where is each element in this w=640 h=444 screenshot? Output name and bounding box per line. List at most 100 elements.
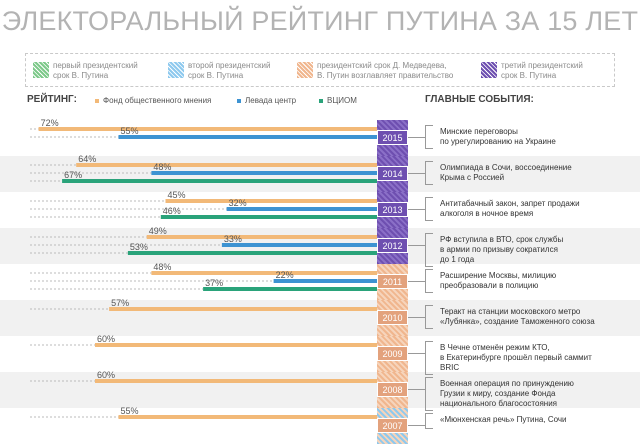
rating-bar	[62, 179, 377, 183]
rating-bar	[221, 243, 377, 247]
term-label-line-1: третий президентский	[501, 61, 583, 70]
event-line: Военная операция по принуждению	[440, 379, 574, 388]
row-stripe	[0, 372, 640, 408]
event-bracket	[425, 161, 433, 185]
ratings-label: РЕЙТИНГ:	[27, 94, 77, 105]
events-label: ГЛАВНЫЕ СОБЫТИЯ:	[425, 94, 534, 105]
term-swatch-first	[33, 62, 49, 78]
rating-bar	[165, 199, 377, 203]
rating-bar	[226, 207, 377, 211]
event-line: Крыма с Россией	[440, 173, 505, 182]
bar-value-label: 46%	[163, 206, 181, 216]
bar-value-label: 53%	[130, 242, 148, 252]
rating-bar	[273, 279, 377, 283]
bar-value-label: 48%	[153, 262, 171, 272]
year-badge: 2009	[377, 346, 408, 361]
rating-bar	[118, 135, 377, 139]
rating-chart: 72% 55% 64% 48% 67% 45% 32% 46% 49% 33% 53% 48% 22% 3…	[30, 118, 378, 419]
event-line: алкоголя в ночное время	[440, 209, 534, 218]
bar-value-label: 60%	[97, 370, 115, 380]
event-text: Антитабачный закон, запрет продажи алкого…	[440, 199, 626, 219]
term-label-line-2: срок В. Путина	[53, 71, 109, 80]
source-legend-levada: Левада центр	[237, 96, 296, 105]
event-line: по урегулированию на Украине	[440, 137, 556, 146]
event-connector	[408, 425, 425, 426]
bar-value-label: 22%	[276, 270, 294, 280]
event-text: Военная операция по принуждению Грузии к …	[440, 379, 626, 409]
source-legend-label: ВЦИОМ	[327, 96, 357, 105]
bar-value-label: 60%	[97, 334, 115, 344]
event-connector	[408, 209, 425, 210]
event-line: в Екатеринбурге прошёл первый саммит	[440, 353, 592, 362]
bar-value-label: 64%	[78, 154, 96, 164]
source-legend-label: Левада центр	[245, 96, 297, 105]
rating-bar	[151, 171, 377, 175]
event-connector	[408, 389, 425, 390]
source-swatch-fom	[95, 98, 99, 103]
bar-value-label: 67%	[64, 170, 82, 180]
year-badge: 2014	[377, 166, 408, 181]
event-line: В Чечне отменён режим КТО,	[440, 343, 550, 352]
year-badge: 2011	[377, 274, 408, 289]
event-connector	[408, 137, 425, 138]
rating-bar	[76, 163, 377, 167]
event-line: BRIC	[440, 363, 460, 372]
bar-value-label: 49%	[149, 226, 167, 236]
event-connector	[408, 353, 425, 354]
rating-bar	[127, 251, 378, 255]
event-bracket	[425, 197, 433, 221]
event-line: в армии по призыву сократился	[440, 245, 558, 254]
bar-value-label: 55%	[121, 406, 139, 416]
term-label-line-1: президентский срок Д. Медведева,	[317, 61, 447, 70]
bar-value-label: 37%	[205, 278, 223, 288]
event-line: национального благосостояния	[440, 399, 557, 408]
event-text: Минские переговоры по урегулированию на У…	[440, 127, 626, 147]
source-legend-label: Фонд общественного мнения	[103, 96, 212, 105]
year-badge: 2008	[377, 382, 408, 397]
event-bracket	[425, 233, 433, 267]
year-badge: 2007	[377, 418, 408, 433]
bar-value-label: 55%	[121, 126, 139, 136]
event-bracket	[425, 305, 433, 329]
bar-value-label: 32%	[229, 198, 247, 208]
source-legend-fom: Фонд общественного мнения	[95, 96, 211, 105]
rating-bar	[203, 287, 377, 291]
event-connector	[408, 317, 425, 318]
rating-bar	[118, 415, 377, 419]
event-line: Антитабачный закон, запрет продажи	[440, 199, 580, 208]
source-swatch-vciom	[319, 98, 323, 103]
event-bracket	[425, 341, 433, 375]
year-badge: 2012	[377, 238, 408, 253]
event-line: преобразовали в полицию	[440, 281, 539, 290]
event-line: Минские переговоры	[440, 127, 518, 136]
event-line: РФ вступила в ВТО, срок службы	[440, 235, 564, 244]
rating-bar	[38, 127, 377, 131]
bar-value-label: 48%	[153, 162, 171, 172]
bar-value-label: 45%	[168, 190, 186, 200]
bar-value-label: 72%	[41, 118, 59, 128]
source-swatch-levada	[237, 98, 241, 103]
year-badge: 2013	[377, 202, 408, 217]
term-label-line-1: первый президентский	[53, 61, 138, 70]
event-text: Олимпиада в Сочи, воссоединение Крыма с Р…	[440, 163, 626, 183]
row-stripe	[0, 300, 640, 336]
event-text: «Мюнхенская речь» Путина, Сочи	[440, 415, 626, 425]
term-label-line-2: срок В. Путина	[188, 71, 244, 80]
rating-bar	[95, 379, 377, 383]
rating-bar	[151, 271, 377, 275]
source-legend-vciom: ВЦИОМ	[319, 96, 357, 105]
event-line: Расширение Москвы, милицию	[440, 271, 557, 280]
term-legend	[25, 53, 615, 87]
term-label-line-2: В. Путин возглавляет правительство	[317, 71, 454, 80]
event-line: Олимпиада в Сочи, воссоединение	[440, 163, 572, 172]
rating-bar	[146, 235, 377, 239]
term-label-line-2: срок В. Путина	[501, 71, 557, 80]
event-line: Теракт на станции московского метро	[440, 307, 581, 316]
event-line: Грузии к миру, создание Фонда	[440, 389, 556, 398]
page-title: ЭЛЕКТОРАЛЬНЫЙ РЕЙТИНГ ПУТИНА ЗА 15 ЛЕТ	[1, 6, 639, 36]
rating-bar	[160, 215, 377, 219]
event-text: Расширение Москвы, милицию преобразовали …	[440, 271, 626, 291]
event-bracket	[425, 413, 433, 429]
event-connector	[408, 281, 425, 282]
bar-value-label: 33%	[224, 234, 242, 244]
